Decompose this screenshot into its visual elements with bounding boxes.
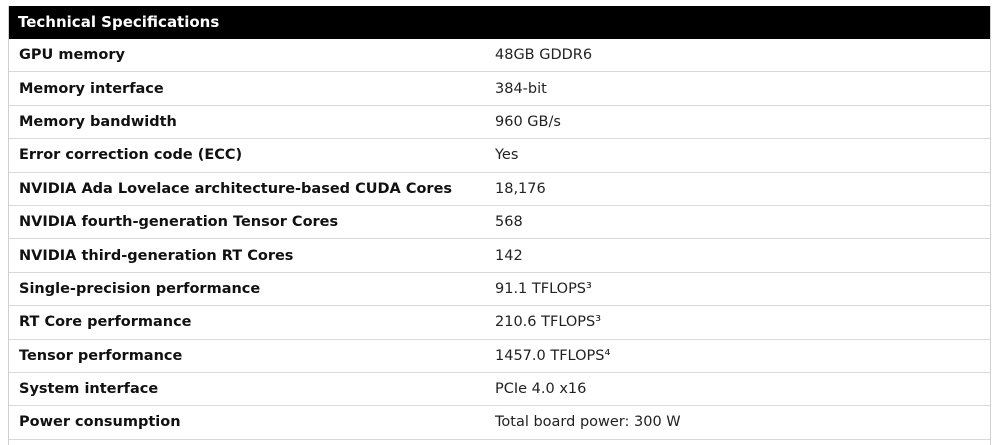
spec-value: 210.6 TFLOPS³: [495, 314, 602, 331]
spec-label: NVIDIA Ada Lovelace architecture-based C…: [19, 180, 453, 197]
spec-label: System interface: [19, 381, 159, 398]
spec-label: Single-precision performance: [19, 280, 261, 297]
spec-value: 960 GB/s: [495, 113, 561, 130]
specifications-table: Technical Specifications GPU memory 48GB…: [8, 6, 991, 445]
table-row: RT Core performance 210.6 TFLOPS³: [9, 306, 990, 340]
spec-value: 568: [495, 214, 523, 231]
table-row: NVIDIA Ada Lovelace architecture-based C…: [9, 173, 990, 206]
spec-label: Power consumption: [19, 414, 181, 431]
table-header: Technical Specifications: [9, 6, 990, 39]
table-row: Tensor performance 1457.0 TFLOPS⁴: [9, 340, 990, 373]
spec-value: Yes: [495, 147, 519, 164]
spec-label: RT Core performance: [19, 314, 192, 331]
spec-label: NVIDIA third-generation RT Cores: [19, 247, 294, 264]
table-row: GPU memory 48GB GDDR6: [9, 39, 990, 73]
spec-label: Tensor performance: [19, 347, 183, 364]
table-row: NVIDIA fourth-generation Tensor Cores 56…: [9, 206, 990, 240]
spec-value: Total board power: 300 W: [495, 414, 681, 431]
table-row: Error correction code (ECC) Yes: [9, 139, 990, 173]
table-row: Power consumption Total board power: 300…: [9, 406, 990, 440]
spec-label: Error correction code (ECC): [19, 147, 243, 164]
spec-value: 91.1 TFLOPS³: [495, 280, 592, 297]
table-row: Single-precision performance 91.1 TFLOPS…: [9, 273, 990, 307]
table-row: System interface PCIe 4.0 x16: [9, 373, 990, 407]
spec-label: NVIDIA fourth-generation Tensor Cores: [19, 214, 339, 231]
spec-label: Memory bandwidth: [19, 113, 177, 130]
spec-value: 48GB GDDR6: [495, 47, 593, 64]
table-row: NVIDIA third-generation RT Cores 142: [9, 239, 990, 273]
spec-value: 384-bit: [495, 80, 547, 97]
spec-value: 18,176: [495, 180, 546, 197]
spec-value: 142: [495, 247, 523, 264]
table-row: Memory interface 384-bit: [9, 72, 990, 106]
spec-value: PCIe 4.0 x16: [495, 381, 587, 398]
spec-value: 1457.0 TFLOPS⁴: [495, 347, 611, 364]
table-row: Memory bandwidth 960 GB/s: [9, 106, 990, 140]
spec-label: GPU memory: [19, 47, 125, 64]
spec-label: Memory interface: [19, 80, 164, 97]
